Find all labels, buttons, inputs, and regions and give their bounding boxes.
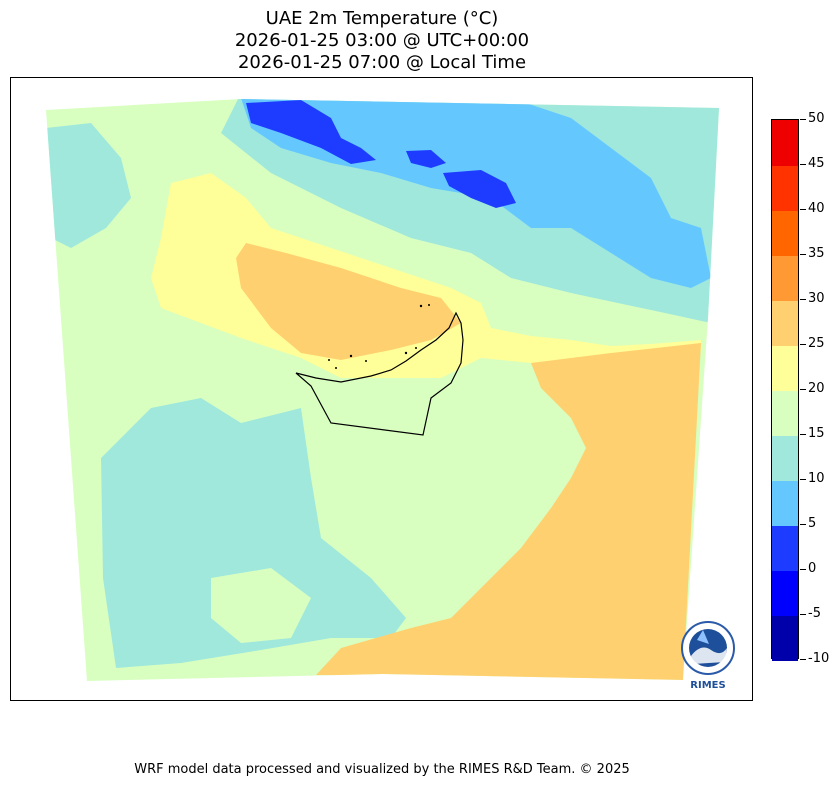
colorbar-tick (800, 433, 806, 435)
footer-credit: WRF model data processed and visualized … (134, 762, 630, 777)
colorbar-tick (800, 298, 806, 300)
colorbar-tick-label: 20 (808, 381, 825, 396)
field-below-0-a (246, 100, 376, 164)
colorbar-segment (772, 300, 798, 346)
temperature-map: RIMES (46, 99, 735, 691)
rimes-logo-text: RIMES (690, 680, 725, 691)
colorbar-tick (800, 208, 806, 210)
colorbar-tick (800, 388, 806, 390)
colorbar-tick (800, 523, 806, 525)
colorbar-tick (800, 478, 806, 480)
field-5-10-southwest (101, 398, 406, 668)
colorbar-tick (800, 118, 806, 120)
colorbar-tick-label: -5 (808, 606, 821, 621)
field-20-25-north (236, 243, 461, 360)
colorbar-tick-label: 5 (808, 516, 817, 531)
colorbar-segment (772, 435, 798, 481)
title-line-1: UAE 2m Temperature (°C) (265, 8, 499, 29)
coastal-islands (328, 304, 430, 369)
colorbar-tick-label: 45 (808, 156, 825, 171)
colorbar-tick-label: 50 (808, 111, 825, 126)
map-frame: RIMES (10, 77, 753, 701)
colorbar-segment (772, 345, 798, 391)
field-5-10-west (46, 123, 131, 248)
colorbar-tick (800, 613, 806, 615)
colorbar-tick-label: 0 (808, 561, 817, 576)
colorbar-tick-label: 25 (808, 336, 825, 351)
colorbar-segment (772, 390, 798, 436)
field-below-0-b (406, 150, 446, 168)
colorbar-segment (772, 525, 798, 571)
country-border (295, 311, 464, 436)
colorbar-tick-label: 30 (808, 291, 825, 306)
colorbar-tick-label: -10 (808, 651, 830, 666)
field-10-15-island (211, 568, 311, 643)
colorbar-tick-label: 40 (808, 201, 825, 216)
colorbar-segment (772, 165, 798, 211)
colorbar-tick (800, 163, 806, 165)
colorbar-segment (772, 615, 798, 661)
colorbar-tick-label: 35 (808, 246, 825, 261)
colorbar (771, 119, 799, 661)
colorbar-tick (800, 253, 806, 255)
title-line-2: 2026-01-25 03:00 @ UTC+00:00 (234, 30, 530, 51)
title-line-3: 2026-01-25 07:00 @ Local Time (237, 52, 527, 73)
colorbar-segment (772, 480, 798, 526)
temperature-field (46, 99, 719, 681)
colorbar-tick (800, 568, 806, 570)
field-below-0-c (443, 170, 516, 208)
colorbar-tick (800, 658, 806, 660)
colorbar-tick (800, 343, 806, 345)
colorbar-segment (772, 255, 798, 301)
colorbar-segment (772, 570, 798, 616)
colorbar-tick-label: 10 (808, 471, 825, 486)
rimes-logo: RIMES (681, 621, 735, 691)
field-20-25-east (316, 343, 701, 680)
colorbar-segment (772, 120, 798, 166)
colorbar-segment (772, 210, 798, 256)
colorbar-tick-label: 15 (808, 426, 825, 441)
